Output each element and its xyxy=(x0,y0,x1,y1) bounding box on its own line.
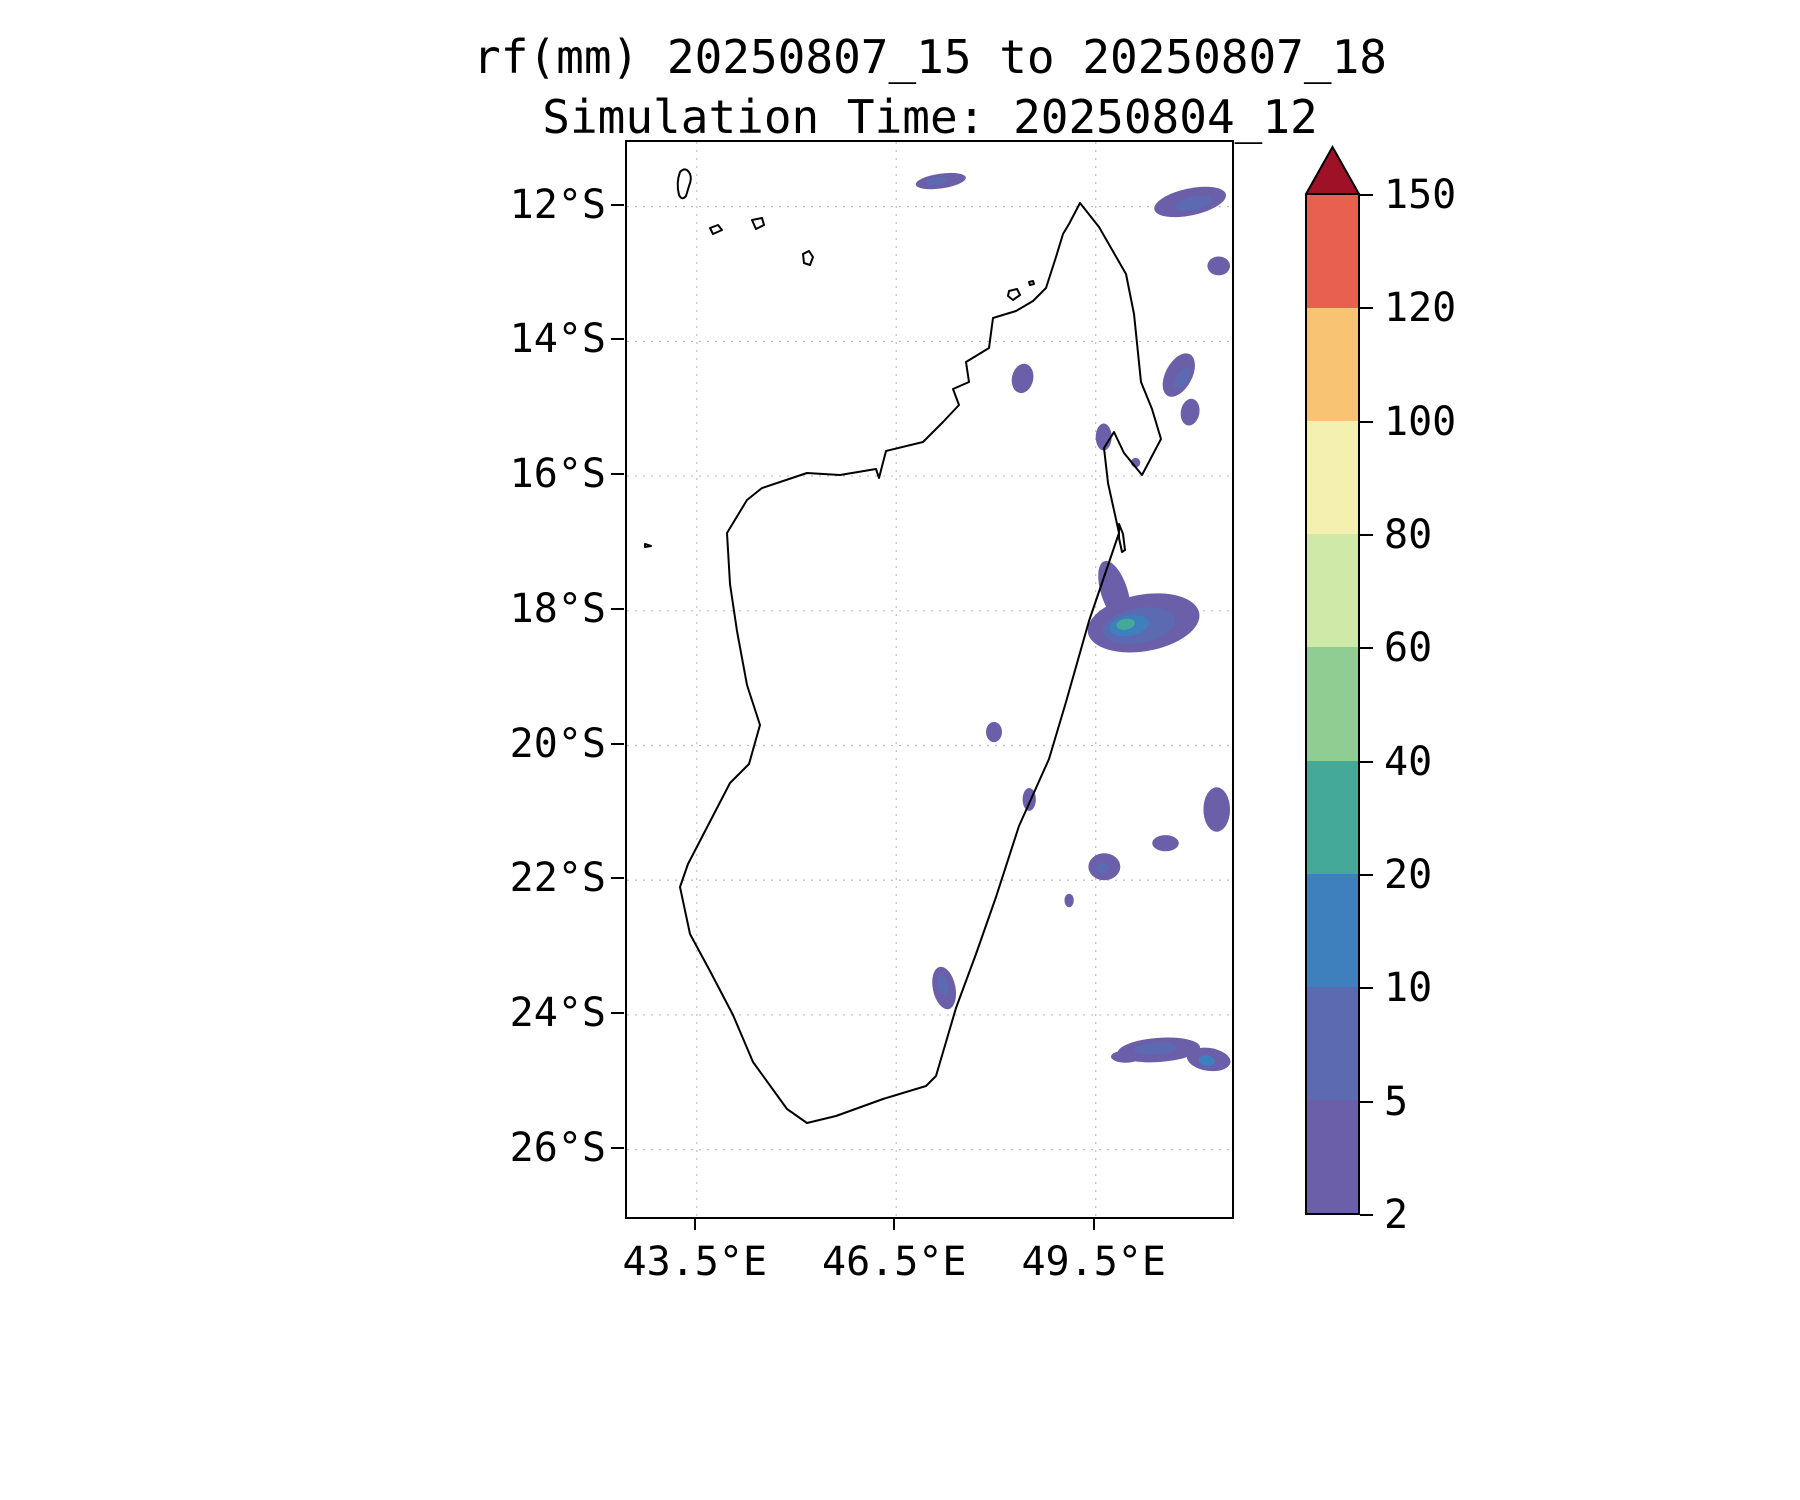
y-axis-tick xyxy=(611,1146,624,1149)
colorbar-segment xyxy=(1307,986,1358,1100)
rain-patch xyxy=(1095,862,1110,874)
colorbar-segment xyxy=(1307,308,1358,422)
y-axis-tick xyxy=(611,473,624,476)
island-grande-comore xyxy=(676,168,692,200)
colorbar-segment xyxy=(1307,873,1358,987)
rain-patch xyxy=(1207,256,1231,276)
island-juan-de-nova xyxy=(644,543,652,548)
colorbar-tick xyxy=(1360,1214,1373,1216)
colorbar-tick xyxy=(1360,987,1373,990)
colorbar-segment xyxy=(1307,1099,1358,1213)
map-svg xyxy=(627,142,1232,1217)
rain-patch xyxy=(937,974,949,996)
chart-title-line-1: rf(mm) 20250807_15 to 20250807_18 xyxy=(473,30,1387,84)
rain-patch xyxy=(1011,363,1034,394)
colorbar-gradient xyxy=(1305,195,1360,1215)
rain-patch xyxy=(1175,195,1212,211)
colorbar-tick xyxy=(1360,874,1373,876)
colorbar-tick-label: 40 xyxy=(1384,738,1433,785)
rain-patch xyxy=(1180,398,1200,426)
colorbar-tick-label: 5 xyxy=(1384,1078,1409,1125)
colorbar-tick-label: 60 xyxy=(1384,625,1433,672)
colorbar-tick-label: 80 xyxy=(1384,512,1433,558)
colorbar-tick-label: 150 xyxy=(1384,172,1457,218)
colorbar-segment xyxy=(1307,534,1358,648)
colorbar-tick xyxy=(1360,420,1373,423)
rain-patch xyxy=(925,176,947,186)
colorbar-segment xyxy=(1307,647,1358,761)
y-axis-tick xyxy=(611,607,624,610)
x-tick-label: 46.5°E xyxy=(822,1239,967,1285)
colorbar-tick xyxy=(1360,647,1373,650)
colorbar-over-arrow xyxy=(1305,145,1360,195)
y-tick-label: 26°S xyxy=(509,1124,606,1171)
x-axis-tick xyxy=(893,1217,896,1230)
y-axis-tick xyxy=(611,877,624,880)
y-tick-label: 22°S xyxy=(509,855,606,902)
y-tick-label: 18°S xyxy=(509,585,606,632)
island-moheli xyxy=(709,224,723,235)
colorbar-segment xyxy=(1307,760,1358,874)
coastlines xyxy=(644,168,1162,1124)
rain-patch xyxy=(1064,893,1074,908)
chart-title: rf(mm) 20250807_15 to 20250807_18 Simula… xyxy=(473,28,1387,148)
x-tick-label: 43.5°E xyxy=(622,1239,768,1285)
colorbar-tick xyxy=(1360,760,1373,763)
rain-patch xyxy=(1116,618,1135,630)
y-tick-label: 12°S xyxy=(509,181,606,228)
rain-patch xyxy=(1134,1042,1177,1055)
x-tick-label: 49.5°E xyxy=(1021,1239,1166,1285)
colorbar-segment xyxy=(1307,195,1358,309)
y-tick-label: 24°S xyxy=(509,989,606,1036)
x-axis-tick xyxy=(693,1217,696,1230)
island-nosy-be xyxy=(1007,288,1021,301)
rain-patch xyxy=(1174,367,1190,390)
colorbar-tick-label: 10 xyxy=(1384,965,1433,1012)
y-axis-tick xyxy=(611,1011,624,1014)
y-axis-tick xyxy=(611,338,624,341)
island-mayotte xyxy=(802,250,814,266)
colorbar-tick xyxy=(1360,534,1373,536)
map-plot-area xyxy=(625,140,1234,1219)
rain-patch xyxy=(1203,787,1231,832)
island-sainte-marie xyxy=(1118,523,1126,553)
y-axis-tick xyxy=(611,742,624,745)
colorbar-tick-label: 100 xyxy=(1384,398,1457,445)
colorbar-tick xyxy=(1360,1100,1373,1103)
colorbar-segment xyxy=(1307,421,1358,535)
colorbar-tick-label: 120 xyxy=(1384,285,1457,332)
island-anjouan xyxy=(751,217,765,230)
madagascar-outline xyxy=(679,202,1162,1124)
colorbar xyxy=(1305,145,1373,1216)
colorbar-tick-label: 20 xyxy=(1384,852,1433,898)
rain-patch xyxy=(1152,835,1179,852)
chart-title-line-2: Simulation Time: 20250804_12 xyxy=(542,89,1318,144)
colorbar-tick-label: 2 xyxy=(1384,1192,1409,1238)
rain-patch xyxy=(1198,1055,1215,1067)
y-tick-label: 16°S xyxy=(509,451,606,498)
island-nw-islet xyxy=(1028,280,1035,286)
y-axis-tick xyxy=(611,203,624,206)
rain-patch xyxy=(986,721,1002,743)
y-tick-label: 14°S xyxy=(509,316,606,363)
rain-patch xyxy=(1095,423,1112,451)
rainfall-patches xyxy=(915,172,1231,1072)
y-tick-label: 20°S xyxy=(509,720,606,767)
x-axis-tick xyxy=(1092,1217,1095,1230)
rain-patch xyxy=(1111,1050,1141,1063)
colorbar-tick xyxy=(1360,194,1373,196)
colorbar-tick xyxy=(1360,307,1373,310)
